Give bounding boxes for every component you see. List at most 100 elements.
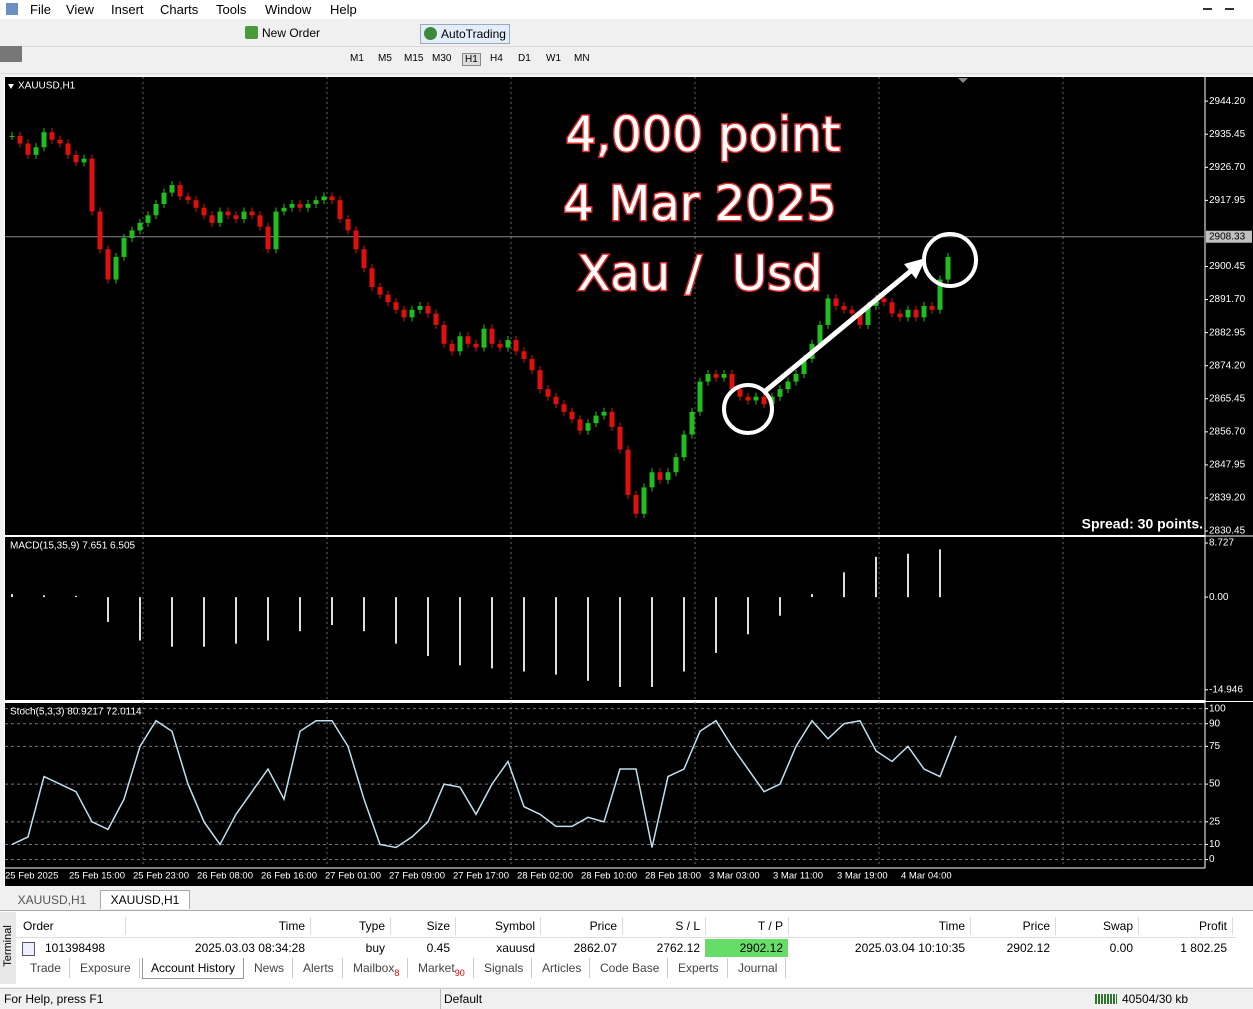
candle [57, 139, 63, 144]
candle [65, 143, 71, 155]
terminal-tab[interactable]: Mailbox8 [345, 958, 409, 978]
menu-item[interactable]: Charts [160, 2, 199, 17]
column-header[interactable]: Price [540, 917, 623, 935]
candle [673, 457, 679, 473]
menu-item[interactable]: Help [330, 2, 357, 17]
menu-item[interactable]: View [66, 2, 94, 17]
candle [225, 211, 231, 216]
terminal-tab[interactable]: Signals [476, 958, 533, 978]
candle [649, 472, 655, 488]
menu-item[interactable]: Window [265, 2, 312, 17]
menu-item[interactable]: File [30, 2, 51, 17]
column-header[interactable]: Type [310, 917, 391, 935]
terminal-tab[interactable]: Market90 [410, 958, 474, 978]
spread: Spread: 30 points. [1082, 516, 1203, 532]
terminal-tab[interactable]: Experts [670, 958, 728, 978]
candle [265, 226, 271, 250]
column-header[interactable]: Profit [1138, 917, 1233, 935]
column-header[interactable]: Time [788, 917, 971, 935]
candle [929, 306, 935, 310]
timeframe-button[interactable]: MN [574, 53, 590, 64]
y-tick-label: 2847.95 [1209, 460, 1246, 471]
x-tick-label: 25 Feb 15:00 [69, 871, 125, 882]
candle [737, 389, 743, 397]
terminal-tab[interactable]: Alerts [295, 958, 343, 978]
menu-item[interactable]: Insert [111, 2, 144, 17]
x-tick-label: 3 Mar 03:00 [709, 871, 760, 882]
timeframe-button[interactable]: M15 [404, 53, 424, 64]
timeframe-button[interactable]: H4 [490, 53, 503, 64]
candle [841, 306, 847, 310]
candle [321, 196, 327, 201]
column-header[interactable]: Symbol [455, 917, 541, 935]
column-header[interactable]: Size [390, 917, 456, 935]
status-bar: For Help, press F1 Default 40504/30 kb [0, 988, 1253, 1009]
terminal-tab[interactable]: Account History [142, 958, 245, 979]
timeframe-button[interactable]: W1 [546, 53, 561, 64]
column-header[interactable]: Swap [1055, 917, 1139, 935]
chart-tab-active[interactable]: XAUUSD,H1 [100, 890, 190, 909]
column-header[interactable]: Order [18, 917, 126, 935]
column-header[interactable]: Price [970, 917, 1056, 935]
candle [609, 411, 615, 427]
candle [937, 279, 943, 310]
x-tick-label: 25 Feb 23:00 [133, 871, 189, 882]
candle [337, 200, 343, 220]
table-cell: 0.00 [1109, 941, 1133, 955]
highlight-circle [722, 383, 774, 435]
tab-label: Account History [151, 961, 236, 975]
candle [161, 192, 167, 204]
terminal-tab[interactable]: Exposure [72, 958, 140, 978]
candle [529, 358, 535, 371]
terminal-tab[interactable]: Articles [534, 958, 591, 978]
y-tick-label: 100 [1209, 703, 1226, 714]
new-order-button[interactable]: New Order [242, 24, 323, 42]
macd-panel [5, 537, 1205, 700]
candle [185, 196, 191, 201]
candle [409, 309, 415, 318]
y-tick-label: 2935.45 [1209, 129, 1246, 140]
menu-item[interactable]: Tools [216, 2, 247, 17]
terminal-tab[interactable]: Trade [22, 958, 70, 978]
toolbar-icon[interactable] [20, 46, 22, 62]
timeframe-button[interactable]: D1 [518, 53, 531, 64]
timeframe-button[interactable]: M1 [350, 53, 364, 64]
timeframe-button[interactable]: M30 [432, 53, 452, 64]
terminal-tab[interactable]: News [246, 958, 294, 978]
candle [257, 215, 263, 227]
terminal-tab[interactable]: Code Base [592, 958, 669, 978]
candle [945, 256, 951, 280]
tab-label: Alerts [303, 961, 334, 975]
column-header[interactable]: S / L [622, 917, 706, 935]
candle [297, 203, 303, 208]
terminal-tab[interactable]: Journal [730, 958, 787, 978]
candle [817, 324, 823, 344]
window-control[interactable] [1203, 8, 1212, 10]
autotrading-button[interactable]: AutoTrading [420, 24, 510, 44]
candle [465, 336, 471, 344]
y-tick-label: 2917.95 [1209, 195, 1246, 206]
candle [305, 203, 311, 208]
y-tick-label: 0.00 [1209, 592, 1229, 603]
chart-tab[interactable]: XAUUSD,H1 [17, 893, 87, 907]
window-control[interactable] [1225, 8, 1234, 10]
y-tick-label: 25 [1209, 816, 1221, 827]
x-tick-label: 27 Feb 17:00 [453, 871, 509, 882]
candle [865, 306, 871, 325]
time-axis [5, 868, 1253, 886]
column-header[interactable]: T / P [705, 917, 789, 935]
candle [361, 249, 367, 269]
table-cell: 101398498 [45, 941, 106, 955]
candle [249, 211, 255, 216]
candle [17, 135, 23, 144]
y-tick-label: 50 [1209, 779, 1221, 790]
candle [241, 211, 247, 220]
column-header[interactable]: Time [125, 917, 311, 935]
candle [801, 358, 807, 375]
current-price-label: 2908.33 [1209, 231, 1246, 242]
candle [73, 154, 79, 163]
timeframe-button[interactable]: M5 [378, 53, 392, 64]
timeframe-button[interactable]: H1 [462, 53, 481, 66]
arrow-head [904, 258, 926, 279]
